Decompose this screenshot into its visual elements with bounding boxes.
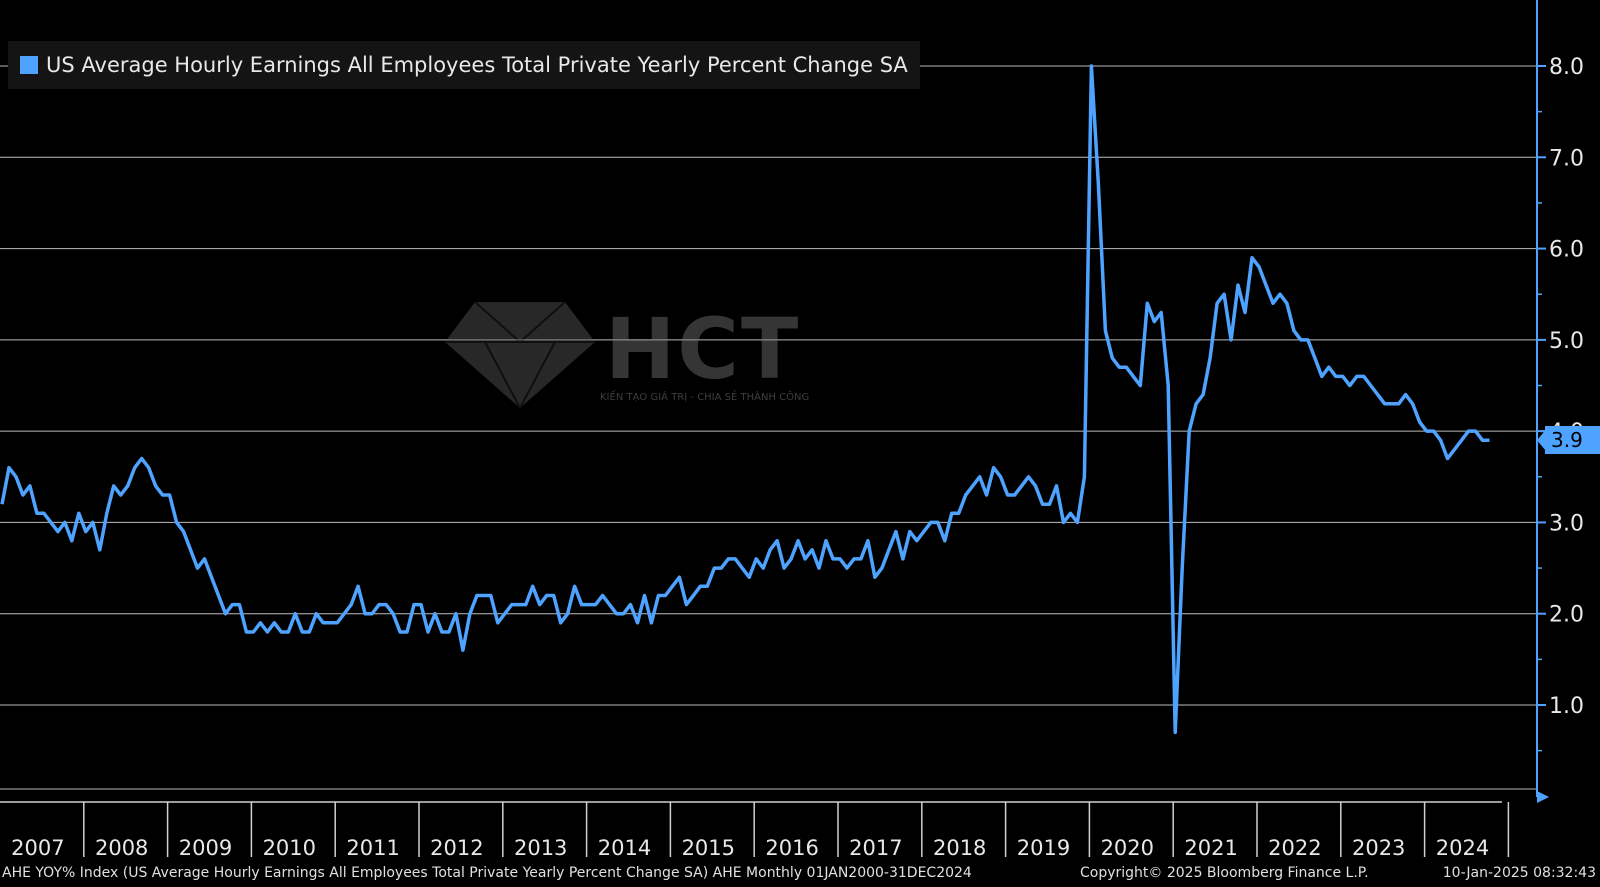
- x-tick-label: 2020: [1101, 836, 1154, 860]
- footer-index-description: AHE YOY% Index (US Average Hourly Earnin…: [2, 865, 972, 881]
- diamond-logo-icon: [445, 301, 595, 411]
- y-tick-label: 3.0: [1549, 511, 1584, 536]
- watermark-logo-text: HCT: [605, 300, 801, 398]
- legend-swatch: [20, 56, 38, 74]
- series-line-earnings: [0, 64, 1490, 735]
- x-tick-label: 2015: [682, 836, 735, 860]
- y-tick-label: 5.0: [1549, 329, 1584, 354]
- y-tick-label: 1.0: [1549, 694, 1584, 719]
- x-tick-label: 2023: [1352, 836, 1405, 860]
- last-value-marker: [1537, 428, 1547, 453]
- x-tick-label: 2010: [263, 836, 316, 860]
- x-tick-label: 2011: [346, 836, 399, 860]
- x-tick-label: 2024: [1436, 836, 1489, 860]
- series-layer: [0, 64, 1490, 735]
- y-axis: 1.02.03.04.05.06.07.08.0: [1536, 0, 1584, 803]
- y-axis-zero-arrow: [1537, 791, 1549, 803]
- x-tick-label: 2009: [179, 836, 232, 860]
- last-value-badge: 3.9: [1545, 426, 1600, 455]
- x-tick-label: 2008: [95, 836, 148, 860]
- x-tick-label: 2017: [849, 836, 902, 860]
- x-tick-label: 2012: [430, 836, 483, 860]
- x-tick-label: 2022: [1268, 836, 1321, 860]
- footer-timestamp: 10-Jan-2025 08:32:43: [1442, 865, 1596, 881]
- legend: US Average Hourly Earnings All Employees…: [8, 41, 920, 89]
- last-value-label: 3.9: [1551, 428, 1583, 453]
- x-tick-label: 2019: [1017, 836, 1070, 860]
- x-tick-label: 2014: [598, 836, 651, 860]
- x-axis: 2007 2008 2009 2010 2011 2012 2013 2014 2015 2016…: [0, 801, 1510, 860]
- footer-copyright: Copyright© 2025 Bloomberg Finance L.P.: [1080, 865, 1369, 881]
- hct-watermark: HCT KIẾN TẠO GIÁ TRỊ - CHIA SẺ THÀNH CÔN…: [445, 300, 815, 415]
- y-tick-label: 6.0: [1549, 238, 1584, 263]
- x-tick-label: 2013: [514, 836, 567, 860]
- x-tick-label: 2007: [11, 836, 64, 860]
- x-tick-label: 2021: [1184, 836, 1237, 860]
- x-tick-label: 2016: [765, 836, 818, 860]
- y-tick-label: 7.0: [1549, 146, 1584, 171]
- x-tick-label: 2018: [933, 836, 986, 860]
- gridlines: [0, 65, 1537, 790]
- legend-label: US Average Hourly Earnings All Employees…: [46, 53, 908, 77]
- y-tick-label: 2.0: [1549, 603, 1584, 628]
- y-tick-label: 8.0: [1549, 55, 1584, 80]
- watermark-tagline: KIẾN TẠO GIÁ TRỊ - CHIA SẺ THÀNH CÔNG: [600, 392, 810, 403]
